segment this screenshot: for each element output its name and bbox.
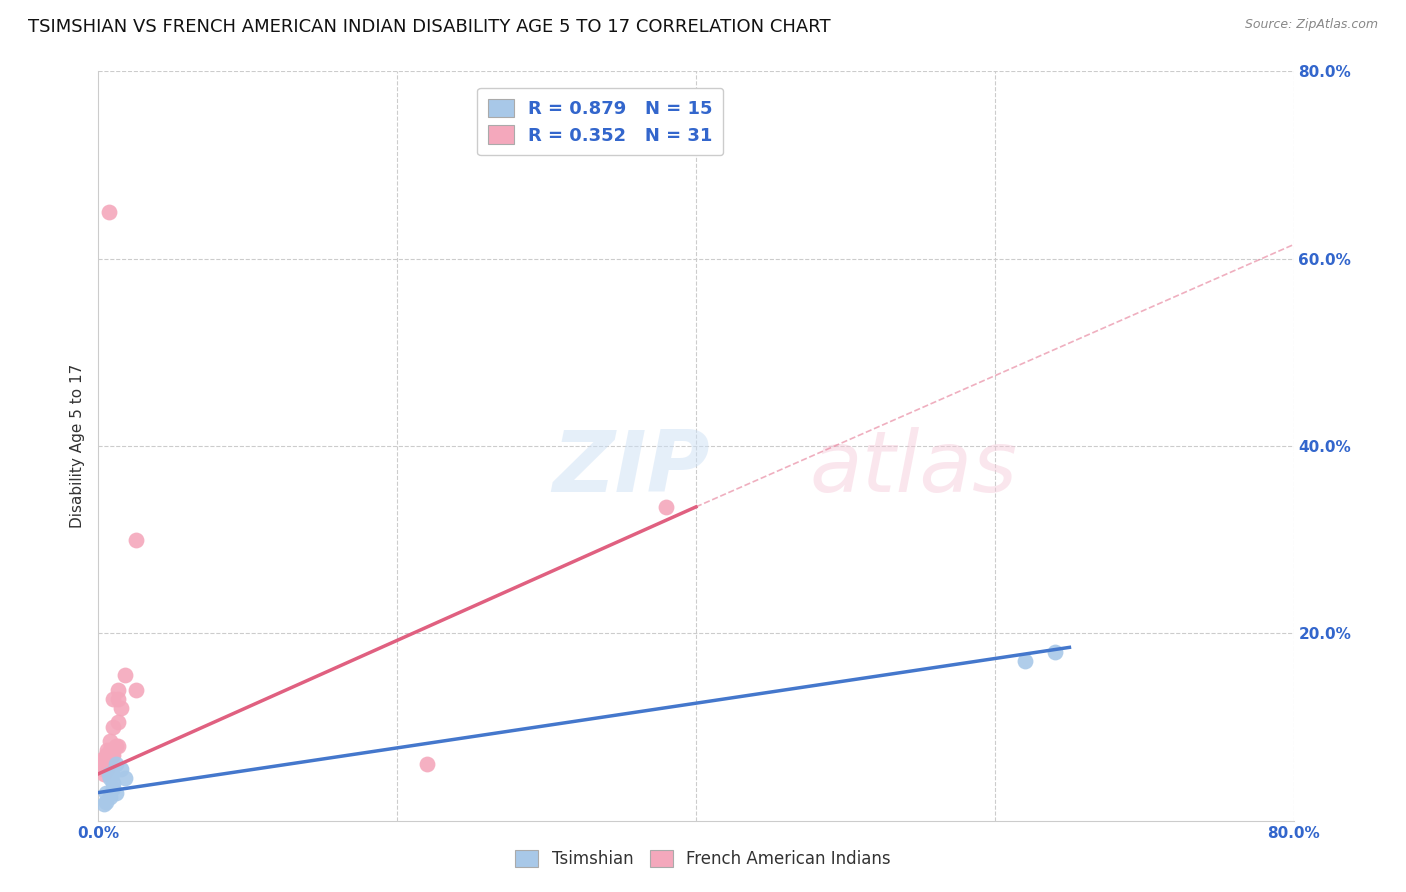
- Point: [93, 759, 115, 773]
- Point: [97, 767, 120, 781]
- Point: [98, 790, 122, 805]
- Point: [107, 739, 129, 753]
- Point: [93, 767, 115, 781]
- Point: [94, 757, 117, 772]
- Point: [107, 715, 129, 730]
- Point: [1043, 645, 1066, 659]
- Legend: R = 0.879   N = 15, R = 0.352   N = 31: R = 0.879 N = 15, R = 0.352 N = 31: [478, 88, 723, 155]
- Point: [107, 692, 129, 706]
- Point: [101, 767, 124, 781]
- Point: [103, 747, 125, 762]
- Point: [98, 743, 122, 757]
- Text: atlas: atlas: [810, 427, 1018, 510]
- Point: [114, 668, 136, 682]
- Text: TSIMSHIAN VS FRENCH AMERICAN INDIAN DISABILITY AGE 5 TO 17 CORRELATION CHART: TSIMSHIAN VS FRENCH AMERICAN INDIAN DISA…: [28, 18, 831, 36]
- Point: [103, 776, 125, 790]
- Legend: Tsimshian, French American Indians: Tsimshian, French American Indians: [508, 843, 898, 875]
- Point: [93, 753, 115, 767]
- Point: [114, 772, 136, 786]
- Text: ZIP: ZIP: [553, 427, 710, 510]
- Point: [97, 753, 120, 767]
- Point: [107, 682, 129, 697]
- Point: [125, 533, 148, 547]
- Point: [97, 747, 120, 762]
- Point: [1014, 655, 1036, 669]
- Point: [96, 757, 118, 772]
- Point: [91, 757, 114, 772]
- Point: [91, 762, 114, 776]
- Point: [103, 720, 125, 734]
- Point: [105, 757, 128, 772]
- Point: [98, 772, 122, 786]
- Point: [96, 743, 118, 757]
- Point: [101, 747, 124, 762]
- Point: [125, 682, 148, 697]
- Point: [655, 500, 678, 514]
- Point: [96, 762, 118, 776]
- Point: [97, 205, 120, 219]
- Point: [94, 786, 117, 800]
- Point: [93, 797, 115, 811]
- Point: [416, 757, 439, 772]
- Point: [94, 795, 117, 809]
- Y-axis label: Disability Age 5 to 17: Disability Age 5 to 17: [69, 364, 84, 528]
- Point: [105, 739, 128, 753]
- Text: Source: ZipAtlas.com: Source: ZipAtlas.com: [1244, 18, 1378, 31]
- Point: [94, 747, 117, 762]
- Point: [110, 762, 132, 776]
- Point: [103, 780, 125, 795]
- Point: [90, 753, 112, 767]
- Point: [110, 701, 132, 715]
- Point: [98, 734, 122, 748]
- Point: [105, 786, 128, 800]
- Point: [103, 692, 125, 706]
